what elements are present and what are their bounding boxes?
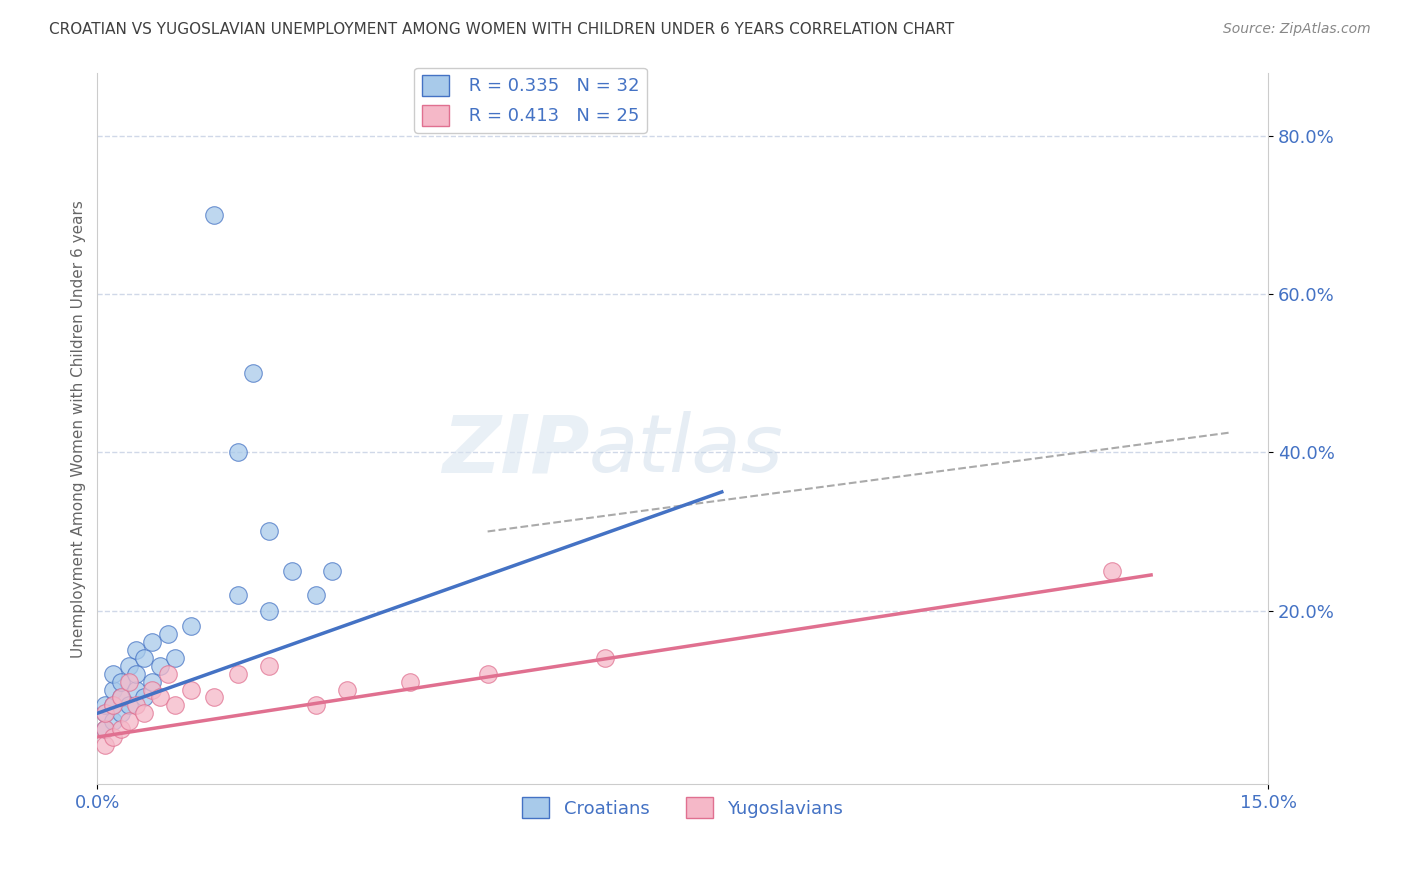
Point: [110, 706, 132, 721]
Point: [149, 658, 172, 673]
Point: [94, 722, 117, 736]
Point: [165, 651, 187, 665]
Point: [125, 666, 148, 681]
Point: [257, 603, 280, 617]
Text: Source: ZipAtlas.com: Source: ZipAtlas.com: [1223, 22, 1371, 37]
Point: [117, 674, 139, 689]
Point: [305, 698, 328, 713]
Point: [593, 651, 616, 665]
Point: [117, 698, 139, 713]
Point: [94, 706, 117, 721]
Point: [101, 666, 124, 681]
Text: atlas: atlas: [589, 411, 783, 489]
Point: [336, 682, 359, 697]
Point: [321, 564, 343, 578]
Point: [204, 690, 226, 705]
Point: [204, 208, 226, 222]
Point: [398, 674, 420, 689]
Point: [149, 690, 172, 705]
Point: [110, 722, 132, 736]
Point: [101, 698, 124, 713]
Point: [226, 666, 249, 681]
Point: [94, 698, 117, 713]
Point: [156, 627, 179, 641]
Point: [242, 367, 264, 381]
Point: [110, 690, 132, 705]
Point: [125, 643, 148, 657]
Point: [477, 666, 499, 681]
Point: [1101, 564, 1123, 578]
Text: ZIP: ZIP: [441, 411, 589, 489]
Legend: Croatians, Yugoslavians: Croatians, Yugoslavians: [515, 790, 851, 825]
Point: [101, 682, 124, 697]
Point: [125, 682, 148, 697]
Point: [101, 730, 124, 744]
Point: [281, 564, 304, 578]
Point: [180, 682, 202, 697]
Point: [141, 674, 163, 689]
Point: [141, 682, 163, 697]
Point: [257, 524, 280, 539]
Y-axis label: Unemployment Among Women with Children Under 6 years: Unemployment Among Women with Children U…: [72, 200, 86, 657]
Point: [141, 635, 163, 649]
Point: [257, 658, 280, 673]
Point: [125, 698, 148, 713]
Point: [117, 714, 139, 729]
Point: [305, 588, 328, 602]
Point: [94, 722, 117, 736]
Point: [94, 706, 117, 721]
Point: [134, 706, 156, 721]
Point: [110, 674, 132, 689]
Point: [110, 690, 132, 705]
Point: [134, 690, 156, 705]
Point: [156, 666, 179, 681]
Point: [117, 658, 139, 673]
Point: [226, 588, 249, 602]
Point: [165, 698, 187, 713]
Point: [134, 651, 156, 665]
Point: [226, 445, 249, 459]
Point: [101, 698, 124, 713]
Point: [101, 714, 124, 729]
Point: [94, 738, 117, 752]
Point: [180, 619, 202, 633]
Text: CROATIAN VS YUGOSLAVIAN UNEMPLOYMENT AMONG WOMEN WITH CHILDREN UNDER 6 YEARS COR: CROATIAN VS YUGOSLAVIAN UNEMPLOYMENT AMO…: [49, 22, 955, 37]
